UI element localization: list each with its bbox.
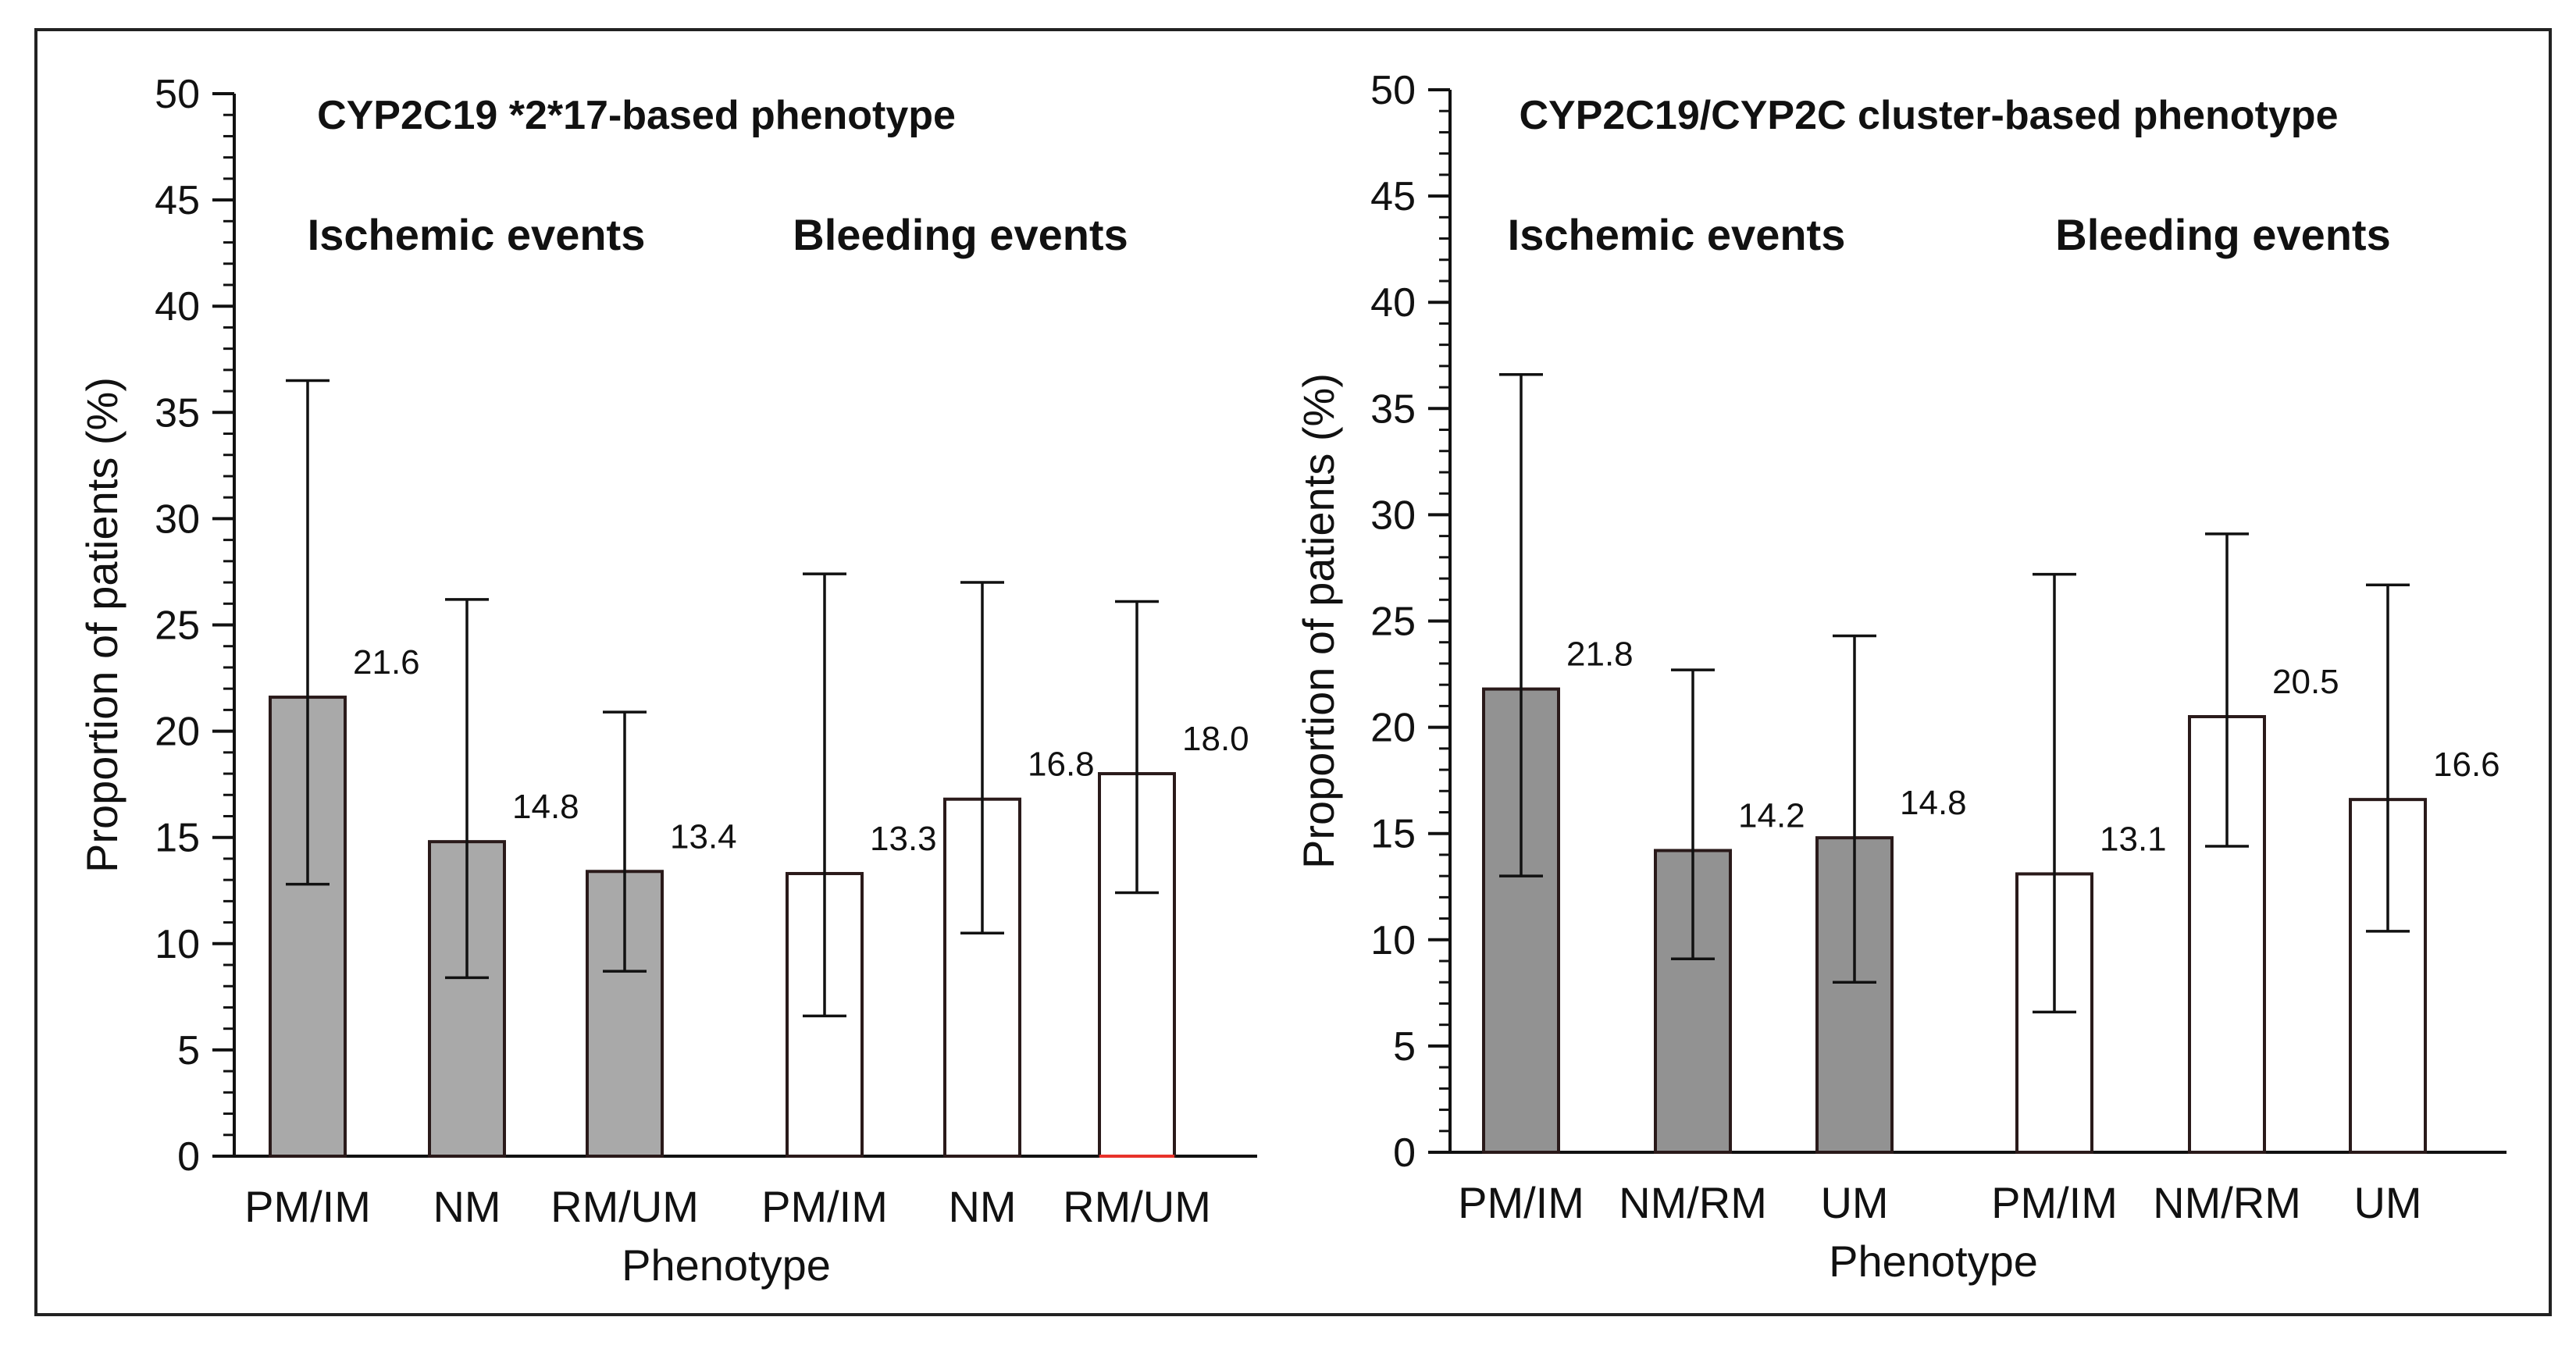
bar-value-label: 14.2 [1738,796,1805,835]
y-tick-label: 20 [1370,706,1416,751]
x-category-label: NM [433,1182,501,1231]
y-tick-label: 20 [155,710,200,755]
y-tick-label: 40 [155,284,200,329]
bar-value-label: 18.0 [1182,720,1249,758]
y-tick-label: 50 [1370,68,1416,113]
y-tick-label: 15 [155,816,200,861]
x-category-label: NM/RM [1619,1178,1767,1227]
y-tick-label: 45 [1370,174,1416,219]
group-label-bleeding: Bleeding events [2055,210,2390,259]
y-tick-label: 0 [1393,1130,1416,1176]
x-category-label: RM/UM [1063,1182,1211,1231]
y-tick-label: 50 [155,72,200,117]
bar-value-label: 13.4 [670,817,737,856]
group-label-ischemic: Ischemic events [1508,210,1846,259]
x-category-label: PM/IM [1991,1178,2118,1227]
group-label-bleeding: Bleeding events [793,210,1128,259]
bar-value-label: 14.8 [1900,784,1967,822]
y-tick-label: 10 [155,922,200,967]
y-tick-label: 35 [155,390,200,436]
chart-panel-2: 0 5 10 15 20 25 30 35 40 45 50 CYP2C19/CYP2C cluste… [1294,68,2507,1286]
y-tick-label: 45 [155,178,200,223]
bar-value-label: 14.8 [512,788,579,826]
y-tick-label: 0 [177,1134,200,1180]
y-axis-title: Proportion of patients (%) [1294,373,1343,869]
y-tick-label: 15 [1370,812,1416,857]
x-category-label: NM [948,1182,1016,1231]
x-category-label: PM/IM [1458,1178,1584,1227]
bar-value-label: 20.5 [2272,663,2339,701]
y-axis-title: Proportion of patients (%) [77,377,126,873]
y-tick-label: 40 [1370,280,1416,326]
chart-title: CYP2C19/CYP2C cluster-based phenotype [1520,93,2339,138]
group-label-ischemic: Ischemic events [308,210,646,259]
chart-title: CYP2C19 *2*17-based phenotype [317,93,956,138]
y-tick-label: 30 [155,497,200,542]
bar-value-label: 13.1 [2100,820,2167,858]
bar-value-label: 16.6 [2433,746,2500,784]
bar-value-label: 16.8 [1028,746,1095,784]
x-category-label: PM/IM [244,1182,371,1231]
y-tick-label: 5 [1393,1024,1416,1070]
bar-value-label: 21.8 [1566,635,1634,674]
x-category-label: RM/UM [550,1182,699,1231]
x-category-label: UM [2353,1178,2421,1227]
y-tick-label: 25 [1370,600,1416,645]
x-category-label: PM/IM [761,1182,888,1231]
y-tick-label: 25 [155,603,200,649]
x-axis-title: Phenotype [1829,1237,2038,1286]
y-tick-label: 10 [1370,918,1416,963]
y-tick-label: 5 [177,1028,200,1073]
x-axis-title: Phenotype [622,1240,831,1290]
x-category-label: UM [1820,1178,1888,1227]
bar-value-label: 21.6 [353,643,420,682]
chart-panel-1: 0 5 10 15 20 25 30 35 40 45 50 CYP2C19 *2*17-based … [77,72,1257,1290]
x-category-label: NM/RM [2153,1178,2301,1227]
y-tick-label: 30 [1370,493,1416,538]
bar-value-label: 13.3 [870,820,937,858]
y-tick-label: 35 [1370,386,1416,432]
